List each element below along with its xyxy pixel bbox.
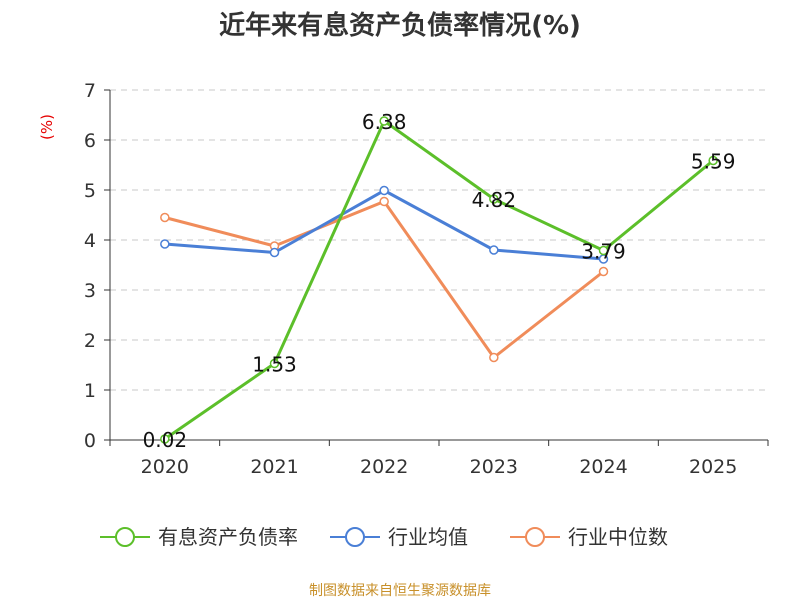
- data-point: [489, 352, 499, 363]
- data-label: 0.02: [143, 428, 188, 452]
- gridlines: [110, 89, 768, 391]
- data-point: [379, 196, 389, 207]
- x-tick-labels: 2020 2021 2022 2023 2024 2025: [141, 456, 738, 478]
- data-label: 4.82: [472, 188, 517, 212]
- chart-title: 近年来有息资产负债率情况(%): [219, 10, 581, 41]
- data-point: [269, 247, 280, 258]
- data-point: [598, 245, 609, 256]
- y-tick-label: 6: [84, 130, 96, 152]
- y-tick-label: 7: [84, 80, 96, 102]
- legend-label: 行业中位数: [568, 525, 668, 549]
- legend-item[interactable]: 有息资产负债率: [100, 525, 298, 549]
- legend-label: 行业均值: [388, 525, 468, 549]
- y-tick-label: 5: [84, 180, 96, 202]
- data-point: [489, 194, 499, 204]
- legend-label: 有息资产负债率: [158, 525, 298, 549]
- data-point: [160, 212, 170, 223]
- data-point: [160, 434, 170, 444]
- data-label: 1.53: [252, 353, 297, 377]
- x-tick-label: 2025: [689, 456, 737, 478]
- x-tick-label: 2024: [579, 456, 627, 478]
- data-point: [489, 245, 499, 255]
- x-tick-label: 2023: [470, 456, 518, 478]
- legend-marker: [525, 527, 545, 547]
- y-tick-label: 0: [84, 430, 96, 452]
- source-note: 制图数据来自恒生聚源数据库: [309, 583, 491, 599]
- data-label: 6.38: [362, 110, 407, 134]
- data-point: [269, 358, 280, 369]
- x-tick-label: 2022: [360, 456, 408, 478]
- data-label: 5.59: [691, 150, 736, 174]
- data-point: [708, 155, 718, 166]
- y-tick-label: 1: [84, 380, 96, 402]
- legend-item[interactable]: 行业中位数: [510, 525, 668, 549]
- y-tick-label: 2: [84, 330, 96, 352]
- y-tick-labels: 0 1 2 3 4 5 6 7: [84, 80, 96, 452]
- data-point: [598, 266, 609, 277]
- y-tick-label: 3: [84, 280, 96, 302]
- series-layer: [160, 116, 718, 444]
- data-point: [379, 185, 389, 196]
- y-axis-label: (%): [38, 114, 56, 140]
- x-tick-label: 2020: [141, 456, 189, 478]
- data-point: [379, 116, 389, 126]
- axes: [104, 89, 769, 446]
- data-labels: 0.02 1.53 6.38 4.82 3.79 5.59: [143, 110, 736, 452]
- legend-marker: [115, 527, 135, 547]
- x-tick-label: 2021: [250, 456, 298, 478]
- series-line: [163, 119, 715, 441]
- y-tick-label: 4: [84, 230, 96, 252]
- series-line: [164, 200, 605, 359]
- legend-item[interactable]: 行业均值: [330, 525, 468, 549]
- legend-marker: [345, 527, 365, 547]
- data-label: 3.79: [581, 240, 626, 264]
- data-point: [160, 239, 170, 249]
- legend[interactable]: 有息资产负债率 行业均值 行业中位数: [100, 525, 668, 549]
